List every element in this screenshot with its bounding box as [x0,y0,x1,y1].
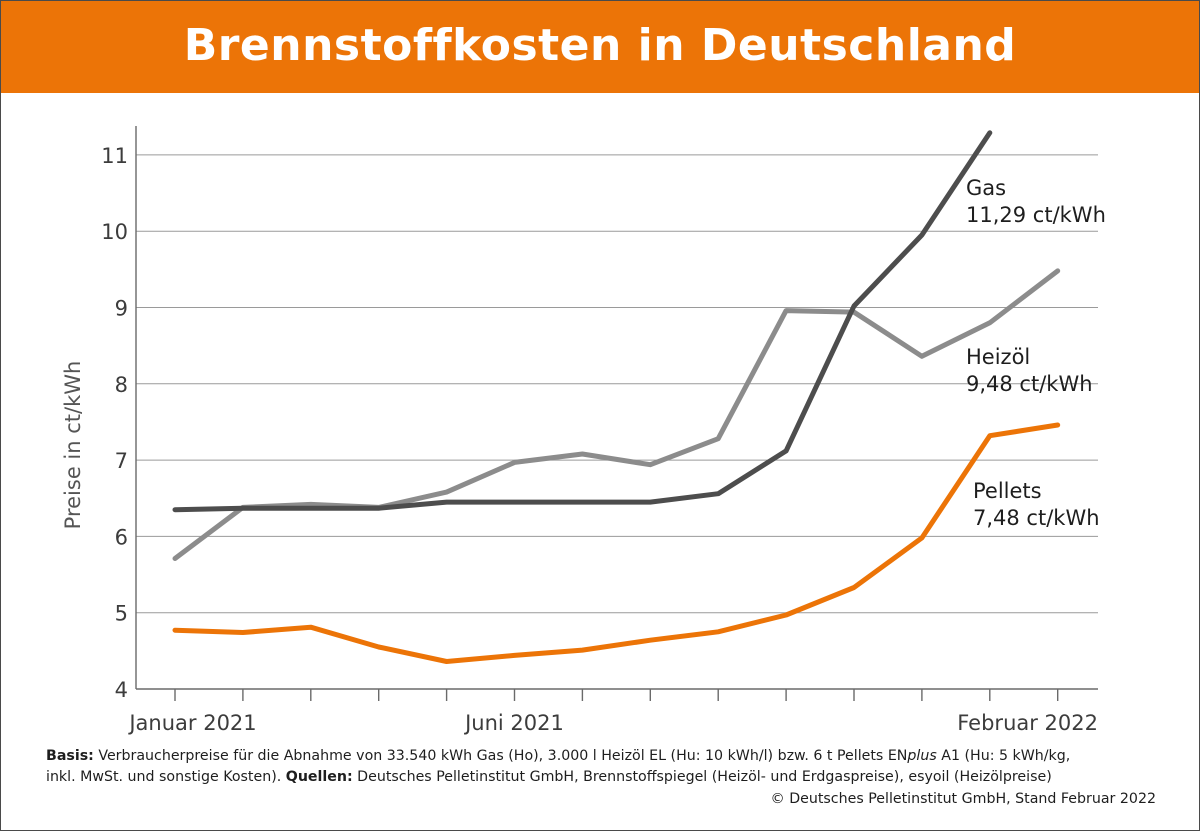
series-name-pellets: Pellets [973,479,1042,503]
series-line-gas [172,130,993,513]
line-chart: 4 5 6 7 8 9 10 11 Januar 2021 Juni 2021 Februar 2… [61,126,1106,735]
basis-text-2: A1 (Hu: 5 kWh/kg, [936,748,1071,764]
y-tick-label-6: 6 [115,525,128,549]
axes [135,126,1098,690]
footer-basis: Basis: Verbraucherpreise für die Abnahme… [46,746,1156,767]
series-value-pellets: 7,48 ct/kWh [973,506,1100,530]
quellen-text: Deutsches Pelletinstitut GmbH, Brennstof… [352,769,1052,785]
x-tick-label-0: Januar 2021 [127,711,256,735]
basis-label: Basis: [46,748,94,764]
x-tick-label-13: Februar 2022 [957,711,1098,735]
footer-sources: inkl. MwSt. und sonstige Kosten). Quelle… [46,767,1156,788]
series-name-heizöl: Heizöl [966,345,1030,369]
y-tick-label-10: 10 [101,220,128,244]
x-tick-labels: Januar 2021 Juni 2021 Februar 2022 [127,711,1098,735]
basis-text: Verbraucherpreise für die Abnahme von 33… [93,748,908,764]
grid-lines [136,154,1098,614]
series-labels: Gas 11,29 ct/kWh Heizöl 9,48 ct/kWh Pellets 7… [966,176,1106,530]
footer-copyright: © Deutsches Pelletinstitut GmbH, Stand F… [770,791,1157,807]
y-tick-labels: 4 5 6 7 8 9 10 11 [101,144,128,702]
series-line-pellets [172,422,1061,664]
y-tick-label-11: 11 [101,144,128,168]
basis-line-2: inkl. MwSt. und sonstige Kosten). [46,769,286,785]
x-tick-label-5: Juni 2021 [463,711,564,735]
basis-plus: plus [907,748,937,764]
chart-title: Brennstoffkosten in Deutschland [183,20,1017,71]
y-tick-label-9: 9 [115,297,128,321]
quellen-label: Quellen: [285,769,353,785]
y-axis-label: Preise in ct/kWh [61,361,85,530]
series-line-heizöl [172,268,1061,561]
y-tick-label-8: 8 [115,373,128,397]
series-value-heizöl: 9,48 ct/kWh [966,372,1093,396]
y-tick-label-5: 5 [115,602,128,626]
series-lines [172,130,1061,664]
y-tick-label-7: 7 [115,449,128,473]
title-banner: Brennstoffkosten in Deutschland [1,1,1199,93]
y-tick-label-4: 4 [115,678,128,702]
series-name-gas: Gas [966,176,1006,200]
x-ticks [174,689,1059,701]
series-value-gas: 11,29 ct/kWh [966,203,1106,227]
